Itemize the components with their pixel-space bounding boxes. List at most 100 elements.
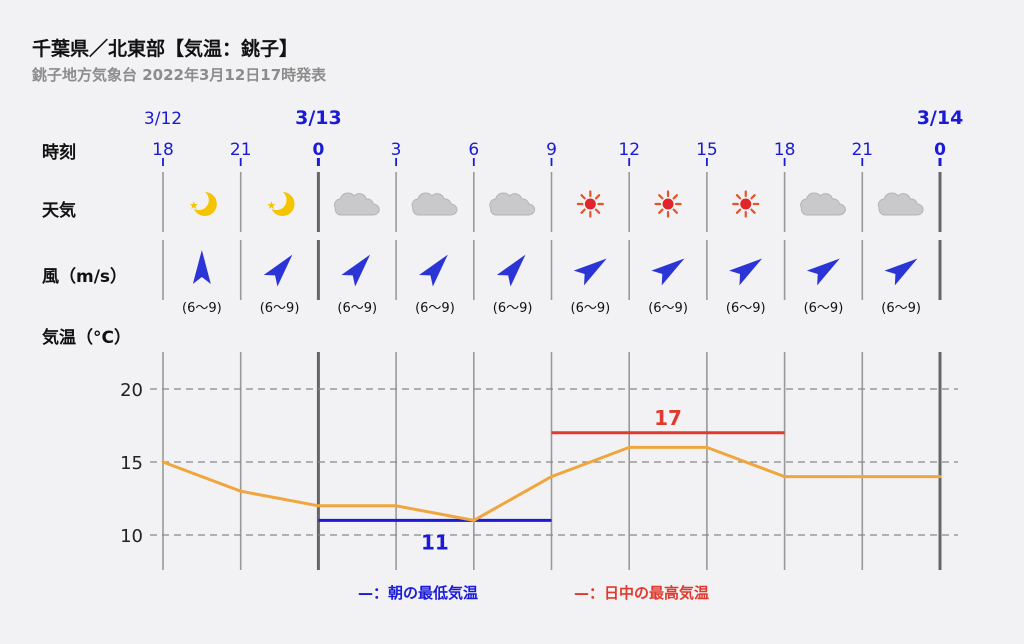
hour-label: 0 (312, 140, 324, 160)
wind-speed: (6〜9) (337, 301, 377, 316)
time-row-label: 時刻 (42, 142, 76, 163)
arrow-shape (884, 258, 918, 286)
cloudy-icon (333, 192, 380, 216)
temperature-point (316, 504, 320, 508)
wind-arrow (496, 254, 526, 287)
y-tick-label: 10 (120, 526, 143, 547)
arrow-shape (496, 254, 526, 287)
wind-speed: (6〜9) (415, 301, 455, 316)
sun-ray (750, 208, 756, 214)
wind-arrow (263, 254, 293, 287)
hour-label: 21 (230, 140, 252, 160)
wind-arrow (341, 254, 371, 287)
cloud-shape (800, 192, 846, 216)
column-dividers (162, 172, 942, 570)
date-label: 3/13 (295, 107, 342, 129)
temperature-point (161, 460, 165, 464)
sun-disc (740, 198, 752, 210)
sun-ray (658, 194, 664, 200)
sun-ray (658, 208, 664, 214)
wind-speed: (6〜9) (881, 301, 921, 316)
temperature-point (550, 475, 553, 479)
hour-label: 3 (391, 140, 402, 160)
night-clear-icon: ★ (188, 190, 217, 216)
hour-label: 18 (774, 140, 796, 160)
hour-label: 15 (696, 140, 718, 160)
cloud-shape (489, 192, 536, 216)
star-glyph: ★ (267, 199, 277, 212)
chart-title: 千葉県／北東部【気温：銚子】 (32, 38, 299, 60)
arrow-shape (263, 254, 293, 287)
arrow-shape (729, 258, 763, 286)
star-glyph: ★ (189, 199, 199, 212)
temperature-row-label: 気温（°C） (41, 327, 131, 348)
cloud-shape (877, 192, 924, 216)
temperature-point (472, 518, 476, 522)
wind-speed: (6〜9) (726, 301, 766, 316)
sun-ray (594, 208, 601, 214)
sun-ray (672, 194, 678, 200)
hour-labels: 18 21 0 3 6 9 12 15 18 21 0 (152, 140, 946, 166)
y-tick-label: 15 (120, 453, 143, 474)
sun-ray (672, 208, 678, 214)
sun-ray (594, 194, 601, 200)
temperature-point (627, 445, 631, 449)
max-temp-label: 17 (654, 406, 682, 430)
sunny-icon (654, 190, 682, 218)
y-tick-label: 20 (120, 380, 143, 401)
weather-icons: ★ ★ (188, 190, 924, 218)
temperature-point (938, 475, 942, 479)
sunny-icon (576, 190, 604, 218)
hour-label: 18 (152, 140, 174, 160)
hour-label: 21 (851, 140, 873, 160)
sun-ray (735, 208, 742, 214)
arrow-shape (341, 254, 371, 287)
hour-label: 12 (618, 140, 640, 160)
legend-min: —：朝の最低気温 (358, 584, 478, 602)
hour-label: 6 (468, 140, 479, 160)
sun-disc (662, 198, 674, 210)
wind-speed: (6〜9) (182, 301, 222, 316)
wind-arrow (419, 254, 448, 287)
night-clear-icon: ★ (266, 190, 295, 216)
wind-speed: (6〜9) (493, 301, 533, 316)
arrow-shape (419, 254, 448, 287)
wind-arrow (651, 258, 685, 286)
cloudy-icon (800, 192, 846, 216)
cloudy-icon (489, 192, 536, 216)
temperature-series (161, 445, 942, 522)
temperature-point (860, 475, 864, 479)
temperature-point (783, 475, 787, 479)
cloudy-icon (411, 192, 458, 216)
date-labels: 3/12 3/13 3/14 (144, 107, 963, 129)
sun-ray (580, 194, 586, 200)
wind-speed: (6〜9) (804, 301, 844, 316)
chart-subtitle: 銚子地方気象台 2022年3月12日17時発表 (32, 66, 327, 84)
sun-disc (584, 198, 596, 210)
moon-cutout (266, 190, 287, 210)
moon-cutout (188, 190, 209, 210)
hour-label: 0 (934, 140, 946, 160)
arrow-shape (573, 258, 607, 286)
arrow-shape (806, 258, 840, 286)
hour-label: 9 (546, 140, 557, 160)
weather-row-label: 天気 (42, 200, 76, 221)
date-label: 3/12 (144, 109, 182, 129)
wind-arrow (192, 250, 211, 284)
cloud-shape (411, 192, 458, 216)
temperature-grid: 10 15 20 (120, 380, 958, 547)
sunny-icon (732, 190, 760, 218)
legend-max: —：日中の最高気温 (574, 584, 709, 602)
wind-speed: (6〜9) (260, 301, 300, 316)
min-temp-label: 11 (421, 530, 449, 554)
sun-ray (580, 208, 586, 214)
temperature-point (239, 489, 243, 493)
min-max-bars: 11 17 (318, 406, 785, 554)
sun-ray (750, 194, 756, 200)
wind-markers: (6〜9) (6〜9) (6〜9) (6〜9) (6〜9) (6〜9) (6〜9) (6〜9)… (182, 250, 921, 316)
arrow-shape (651, 258, 685, 286)
wind-arrow (729, 258, 763, 286)
cloud-shape (333, 192, 380, 216)
cloudy-icon (877, 192, 924, 216)
